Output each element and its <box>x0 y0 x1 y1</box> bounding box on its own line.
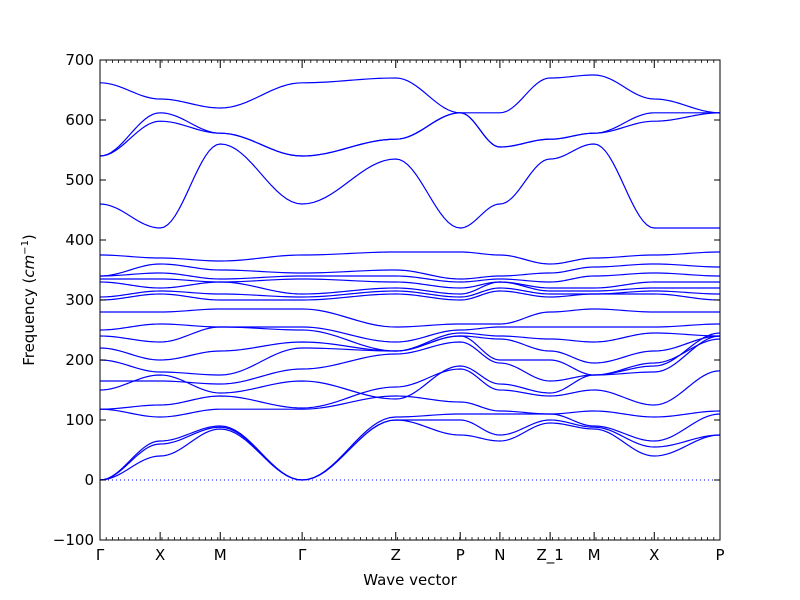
y-tick-label: 400 <box>65 231 94 249</box>
y-axis-label-text: Frequency <box>20 288 38 366</box>
branch-line-6 <box>99 335 721 400</box>
branch-line-15 <box>99 281 720 295</box>
x-tick-label: X <box>649 546 659 564</box>
y-tick-label: −100 <box>53 531 94 549</box>
branch-line-9 <box>99 335 721 364</box>
branch-line-20 <box>99 143 720 229</box>
branch-line-11 <box>99 323 721 343</box>
branch-line-5 <box>99 368 721 410</box>
phonon-branches <box>99 74 721 481</box>
branch-line-7 <box>100 332 721 385</box>
branch-line-18 <box>99 263 721 280</box>
x-tick-label: X <box>155 546 165 564</box>
branch-line-13 <box>99 290 721 301</box>
branch-line-2 <box>99 419 721 481</box>
branch-line-3 <box>99 413 721 481</box>
branch-line-19 <box>99 251 721 265</box>
y-tick-label: 0 <box>84 471 94 489</box>
branch-line-14 <box>99 287 721 298</box>
y-tick-label: 600 <box>65 111 94 129</box>
branch-line-12 <box>100 308 720 328</box>
x-tick-label: M <box>588 546 601 564</box>
branch-line-16 <box>100 278 720 289</box>
branch-line-10 <box>99 326 721 352</box>
y-tick-label: 700 <box>65 51 94 69</box>
x-tick-label: Γ <box>298 546 307 564</box>
y-axis-label-unit: cm <box>20 255 38 278</box>
x-tick-label: Z <box>391 546 401 564</box>
y-tick-label: 200 <box>65 351 94 369</box>
y-axis-ticks: −100 0 100 200 300 400 500 600 700 <box>53 51 720 549</box>
x-tick-label: Z_1 <box>536 546 563 565</box>
y-tick-label: 300 <box>65 291 94 309</box>
plot-background <box>100 60 720 540</box>
y-axis-label: Frequency (cm−1) <box>20 234 38 366</box>
x-tick-label: P <box>456 546 465 564</box>
y-tick-label: 500 <box>65 171 94 189</box>
y-axis-label-exponent: −1 <box>20 240 31 255</box>
x-tick-label: Γ <box>96 546 105 564</box>
y-tick-label: 100 <box>65 411 94 429</box>
branch-line-23 <box>99 74 721 114</box>
x-axis-ticks: Γ X M Γ Z P N Z_1 M X P <box>96 60 725 565</box>
x-tick-label: M <box>214 546 227 564</box>
branch-line-17 <box>99 272 721 283</box>
branch-line-1 <box>99 419 721 481</box>
x-axis-label: Wave vector <box>363 571 457 589</box>
x-tick-label: P <box>715 546 724 564</box>
branch-line-4 <box>99 395 721 418</box>
x-tick-label: N <box>494 546 505 564</box>
